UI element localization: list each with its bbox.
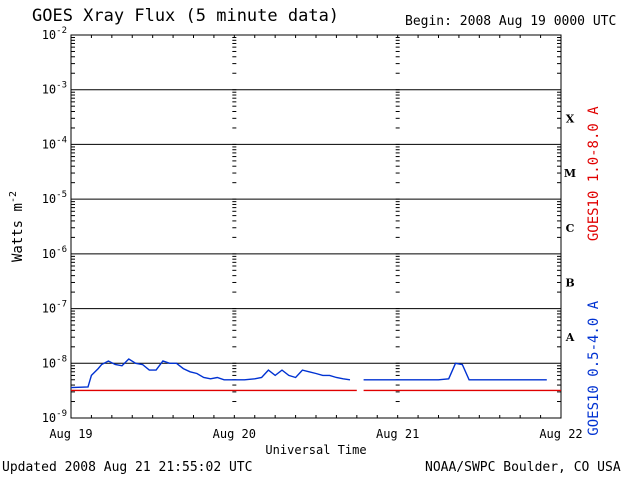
flare-class-label: M bbox=[564, 167, 576, 180]
series-line-short bbox=[363, 362, 547, 381]
series-line-short bbox=[70, 358, 351, 389]
y-axis-title: Watts m-2 bbox=[8, 191, 26, 262]
begin-timestamp: Begin: 2008 Aug 19 0000 UTC bbox=[405, 14, 617, 29]
updated-timestamp: Updated 2008 Aug 21 21:55:02 UTC bbox=[2, 460, 253, 475]
x-tick-label: Aug 20 bbox=[213, 427, 256, 441]
credit-label: NOAA/SWPC Boulder, CO USA bbox=[425, 460, 621, 475]
flare-class-label: A bbox=[565, 331, 575, 344]
plot-frame bbox=[70, 34, 562, 419]
y-tick-label: 10-3 bbox=[42, 81, 67, 97]
y-tick-label: 10-4 bbox=[42, 135, 67, 151]
y-tick-label: 10-6 bbox=[42, 245, 67, 261]
x-tick-label: Aug 22 bbox=[539, 427, 582, 441]
y-tick-label: 10-8 bbox=[42, 354, 67, 370]
flare-class-label: X bbox=[566, 112, 575, 125]
y-tick-label: 10-9 bbox=[42, 409, 67, 425]
x-tick-label: Aug 21 bbox=[376, 427, 419, 441]
chart-title: GOES Xray Flux (5 minute data) bbox=[32, 6, 340, 26]
y-tick-label: 10-7 bbox=[42, 300, 67, 316]
x-axis-title: Universal Time bbox=[265, 443, 366, 457]
y-tick-label: 10-2 bbox=[42, 26, 67, 42]
legend-entry: GOES10 1.0-8.0 A bbox=[586, 106, 602, 241]
flare-class-label: B bbox=[565, 276, 574, 289]
flare-class-label: C bbox=[566, 222, 575, 235]
legend-entry: GOES10 0.5-4.0 A bbox=[586, 300, 602, 435]
x-tick-label: Aug 19 bbox=[49, 427, 92, 441]
y-tick-label: 10-5 bbox=[42, 190, 67, 206]
